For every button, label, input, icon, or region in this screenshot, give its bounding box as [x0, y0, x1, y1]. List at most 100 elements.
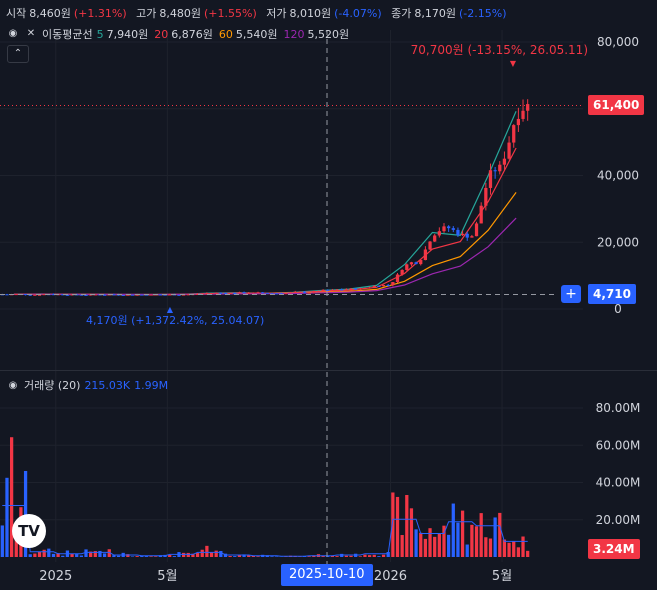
volume-bar [433, 536, 437, 557]
volume-bar [42, 549, 46, 557]
volume-bar [247, 555, 251, 557]
volume-bar [56, 553, 60, 557]
candle-body [223, 292, 228, 294]
volume-ma-line [2, 505, 528, 557]
low-label: 저가 [266, 7, 287, 20]
volume-bar [372, 554, 376, 557]
low-value: 8,010원 [289, 7, 332, 20]
moving-average-lines [13, 110, 517, 296]
visibility-icon[interactable]: ◉ [8, 28, 18, 39]
volume-bar [219, 551, 223, 557]
ma20-period: 20 [154, 27, 169, 41]
candle-body [214, 292, 218, 294]
candle-body [270, 293, 274, 295]
volume-tick-label: 60.00M [596, 438, 641, 452]
price-tick-label: 20,000 [597, 235, 639, 249]
candle-body [130, 294, 135, 296]
volume-bars [0, 437, 530, 557]
grid-lines [0, 30, 583, 562]
candle-body [312, 291, 316, 293]
open-label: 시작 [6, 7, 27, 20]
candle-body [14, 294, 18, 296]
candle-body [28, 294, 32, 296]
candle-body [442, 226, 446, 232]
time-tick-label: 5월 [492, 569, 512, 584]
volume-bar [135, 556, 139, 557]
volume-bar [270, 556, 274, 557]
volume-label: 거래량 (20) [24, 379, 81, 392]
candle-body [228, 293, 232, 295]
volume-value-2: 1.99M [134, 378, 169, 392]
volume-bar [214, 550, 218, 557]
volume-bar [405, 495, 409, 557]
candle-body [195, 293, 200, 295]
volume-bar [47, 548, 51, 557]
tradingview-logo[interactable]: TV [12, 514, 46, 548]
candle-body [414, 262, 418, 265]
last-price-tag: 61,400 [588, 95, 645, 115]
candle-body [502, 158, 507, 165]
candle-body [507, 142, 511, 159]
candle-body [65, 294, 70, 296]
volume-bar [330, 555, 335, 557]
ma60-value: 5,540원 [235, 28, 278, 41]
candle-body [112, 294, 116, 296]
close-icon[interactable]: ✕ [26, 28, 36, 39]
candle-body [326, 289, 330, 291]
candle-body [340, 289, 344, 291]
volume-bar [0, 525, 4, 557]
candle-body [400, 269, 404, 275]
candle-body [321, 289, 325, 292]
candle-body [42, 294, 46, 296]
volume-bar [428, 528, 432, 557]
price-tick-label: 0 [614, 302, 622, 316]
candle-body [93, 294, 97, 296]
candle-body [335, 289, 339, 291]
volume-bar [168, 554, 172, 557]
time-axis: 2025 5월 2026 5월 [39, 569, 512, 584]
ma-line [13, 192, 517, 296]
candle-body [209, 293, 214, 295]
time-tick-label: 5월 [157, 569, 177, 584]
candle-body [419, 260, 423, 265]
volume-bar [507, 542, 511, 557]
volume-bar [33, 553, 37, 557]
high-marker: ▼ [510, 59, 517, 68]
time-tick-label: 2026 [374, 569, 407, 584]
candle-body [423, 249, 428, 261]
volume-bar [116, 555, 121, 557]
volume-bar [321, 556, 325, 557]
open-change: (+1.31%) [73, 7, 127, 20]
collapse-legend-button[interactable]: ⌃ [7, 45, 29, 63]
candle-body [391, 282, 395, 286]
volume-bar [344, 555, 348, 557]
volume-bar [200, 549, 204, 557]
volume-bar [391, 492, 395, 557]
volume-bar [130, 556, 135, 557]
volume-bar [442, 525, 446, 557]
ma5-period: 5 [96, 27, 104, 41]
ohlc-legend: 시작 8,460원 (+1.31%) 고가 8,480원 (+1.55%) 저가 8,01… [6, 5, 513, 21]
volume-bar [70, 553, 74, 557]
cursor-price-tag: 4,710 [588, 284, 636, 304]
candle-body [261, 292, 265, 294]
visibility-icon[interactable]: ◉ [8, 379, 18, 391]
high-label: 고가 [136, 7, 157, 20]
candle-body [512, 125, 516, 143]
candle-body [51, 294, 56, 296]
volume-tick-label: 40.00M [596, 476, 641, 490]
volume-bar [367, 555, 372, 557]
add-alert-button[interactable]: + [561, 285, 581, 303]
volume-bar [37, 551, 42, 557]
candle-body [493, 170, 497, 172]
volume-bar [172, 556, 176, 557]
candle-body [479, 205, 483, 224]
volume-bar [144, 556, 149, 557]
ma5-value: 7,940원 [106, 28, 149, 41]
volume-bar [51, 553, 56, 557]
volume-bar [89, 551, 93, 557]
candle-body [354, 288, 358, 290]
candle-body [5, 294, 9, 296]
candle-body [219, 292, 223, 294]
